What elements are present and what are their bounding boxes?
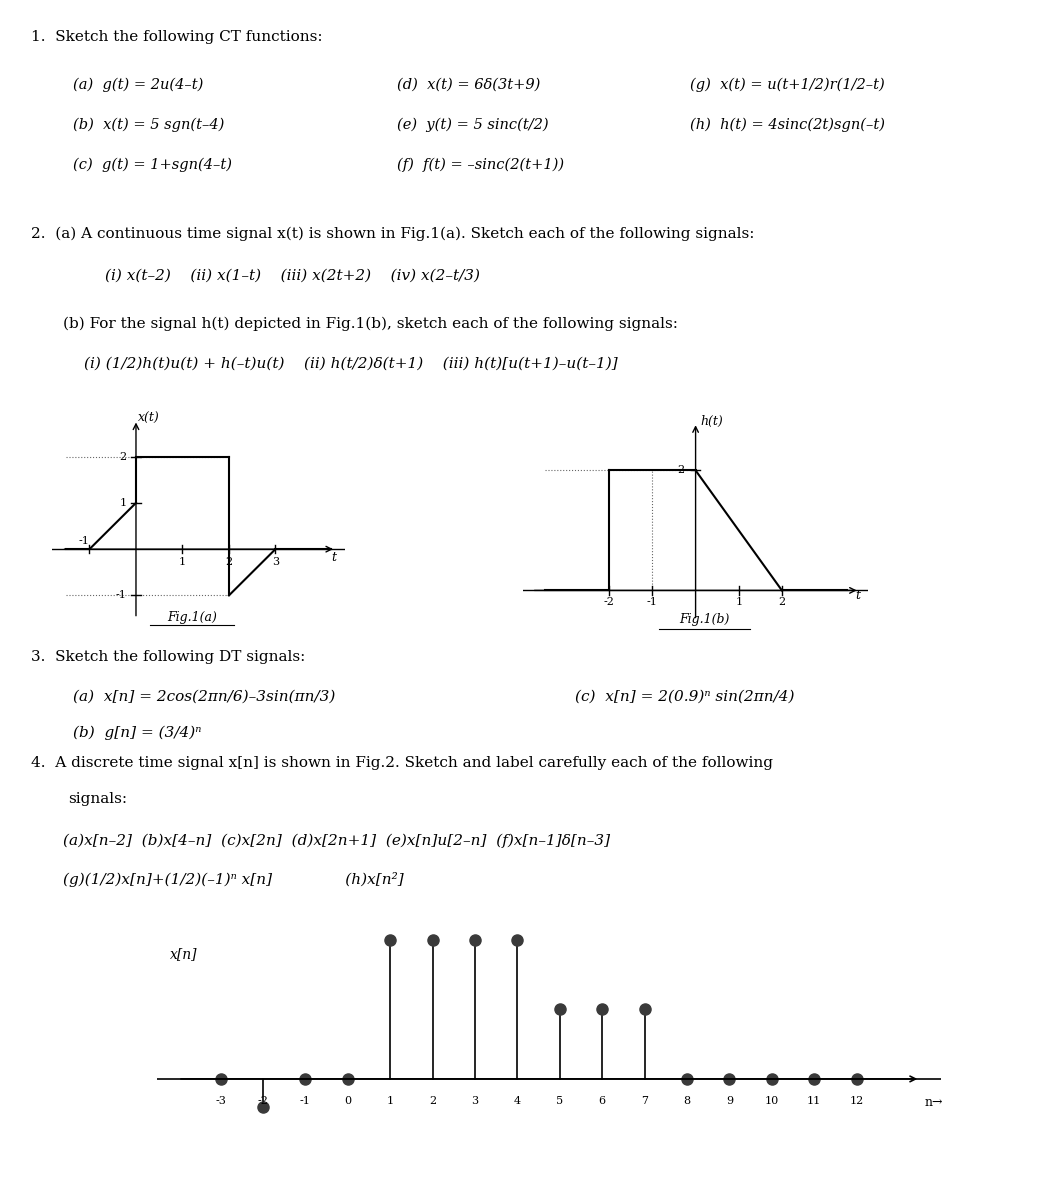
Text: (c)  g(t) = 1+sgn(4–t): (c) g(t) = 1+sgn(4–t) — [73, 157, 232, 172]
Text: 7: 7 — [641, 1096, 649, 1105]
Text: signals:: signals: — [68, 792, 128, 806]
Text: (c)  x[n] = 2(0.9)ⁿ sin(2πn/4): (c) x[n] = 2(0.9)ⁿ sin(2πn/4) — [575, 690, 795, 704]
Text: (e)  y(t) = 5 sinc(t/2): (e) y(t) = 5 sinc(t/2) — [397, 118, 549, 132]
Text: 1: 1 — [179, 557, 186, 568]
Text: (b)  x(t) = 5 sgn(t–4): (b) x(t) = 5 sgn(t–4) — [73, 118, 225, 132]
Text: 3.  Sketch the following DT signals:: 3. Sketch the following DT signals: — [31, 650, 305, 665]
Text: 2: 2 — [119, 451, 127, 462]
Text: Fig.1(a): Fig.1(a) — [166, 611, 217, 624]
Text: 2: 2 — [778, 598, 786, 607]
Text: n→: n→ — [925, 1096, 942, 1109]
Text: 1: 1 — [119, 498, 127, 508]
Text: 2.  (a) A continuous time signal x(t) is shown in Fig.1(a). Sketch each of the f: 2. (a) A continuous time signal x(t) is … — [31, 227, 755, 241]
Text: (a)x[n–2]  (b)x[4–n]  (c)x[2n]  (d)x[2n+1]  (e)x[n]u[2–n]  (f)x[n–1]δ[n–3]: (a)x[n–2] (b)x[4–n] (c)x[2n] (d)x[2n+1] … — [63, 834, 610, 848]
Text: (i) x(t–2)    (ii) x(1–t)    (iii) x(2t+2)    (iv) x(2–t/3): (i) x(t–2) (ii) x(1–t) (iii) x(2t+2) (iv… — [105, 269, 480, 283]
Text: 1: 1 — [735, 598, 743, 607]
Text: -2: -2 — [604, 598, 615, 607]
Text: x(t): x(t) — [138, 412, 160, 425]
Text: 5: 5 — [556, 1096, 564, 1105]
Text: t: t — [332, 551, 336, 564]
Text: 2: 2 — [225, 557, 232, 568]
Text: 4: 4 — [514, 1096, 521, 1105]
Text: 12: 12 — [849, 1096, 864, 1105]
Text: -2: -2 — [257, 1096, 269, 1105]
Text: (h)  h(t) = 4sinc(2t)sgn(–t): (h) h(t) = 4sinc(2t)sgn(–t) — [690, 118, 885, 132]
Text: (b) For the signal h(t) depicted in Fig.1(b), sketch each of the following signa: (b) For the signal h(t) depicted in Fig.… — [63, 317, 678, 331]
Text: (i) (1/2)h(t)u(t) + h(–t)u(t)    (ii) h(t/2)δ(t+1)    (iii) h(t)[u(t+1)–u(t–1)]: (i) (1/2)h(t)u(t) + h(–t)u(t) (ii) h(t/2… — [84, 356, 617, 371]
Text: h(t): h(t) — [700, 415, 723, 428]
Text: -1: -1 — [647, 598, 658, 607]
Text: -3: -3 — [215, 1096, 226, 1105]
Text: 9: 9 — [726, 1096, 733, 1105]
Text: 1: 1 — [387, 1096, 393, 1105]
Text: Fig.1(b): Fig.1(b) — [679, 613, 729, 626]
Text: 1.  Sketch the following CT functions:: 1. Sketch the following CT functions: — [31, 30, 323, 44]
Text: (g)  x(t) = u(t+1/2)r(1/2–t): (g) x(t) = u(t+1/2)r(1/2–t) — [690, 78, 885, 92]
Text: -1: -1 — [116, 590, 127, 600]
Text: 3: 3 — [272, 557, 279, 568]
Text: 2: 2 — [678, 466, 685, 475]
Text: -1: -1 — [300, 1096, 311, 1105]
Text: (d)  x(t) = 6δ(3t+9): (d) x(t) = 6δ(3t+9) — [397, 78, 541, 92]
Text: -1: -1 — [78, 535, 90, 546]
Text: (g)(1/2)x[n]+(1/2)(–1)ⁿ x[n]               (h)x[n²]: (g)(1/2)x[n]+(1/2)(–1)ⁿ x[n] (h)x[n²] — [63, 872, 404, 888]
Text: x[n]: x[n] — [169, 947, 197, 961]
Text: 11: 11 — [808, 1096, 821, 1105]
Text: (a)  g(t) = 2u(4–t): (a) g(t) = 2u(4–t) — [73, 78, 204, 92]
Text: (b)  g[n] = (3/4)ⁿ: (b) g[n] = (3/4)ⁿ — [73, 726, 202, 740]
Text: 6: 6 — [598, 1096, 606, 1105]
Text: 10: 10 — [765, 1096, 779, 1105]
Text: 4.  A discrete time signal x[n] is shown in Fig.2. Sketch and label carefully ea: 4. A discrete time signal x[n] is shown … — [31, 756, 773, 770]
Text: 2: 2 — [429, 1096, 436, 1105]
Text: 8: 8 — [683, 1096, 690, 1105]
Text: (f)  f(t) = –sinc(2(t+1)): (f) f(t) = –sinc(2(t+1)) — [397, 157, 565, 172]
Text: 0: 0 — [344, 1096, 351, 1105]
Text: 3: 3 — [472, 1096, 478, 1105]
Text: (a)  x[n] = 2cos(2πn/6)–3sin(πn/3): (a) x[n] = 2cos(2πn/6)–3sin(πn/3) — [73, 690, 336, 704]
Text: t: t — [856, 589, 860, 602]
